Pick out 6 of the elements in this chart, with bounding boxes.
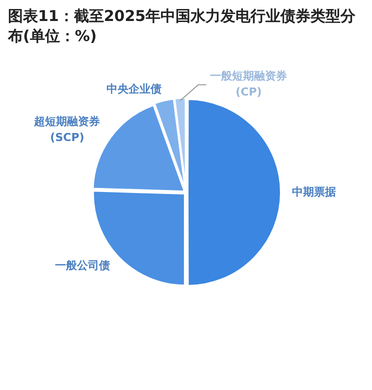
slice-label: 中央企业债 — [106, 82, 162, 96]
slice-label: 一般短期融资券 (CP) — [210, 70, 288, 99]
slice-label: 超短期融资券 (SCP) — [33, 115, 102, 144]
chart-title: 图表11：截至2025年中国水力发电行业债券类型分布(单位：%) — [8, 6, 357, 46]
slice-label: 中期票据 — [292, 185, 336, 198]
slice-label: 一般公司债 — [54, 259, 110, 272]
